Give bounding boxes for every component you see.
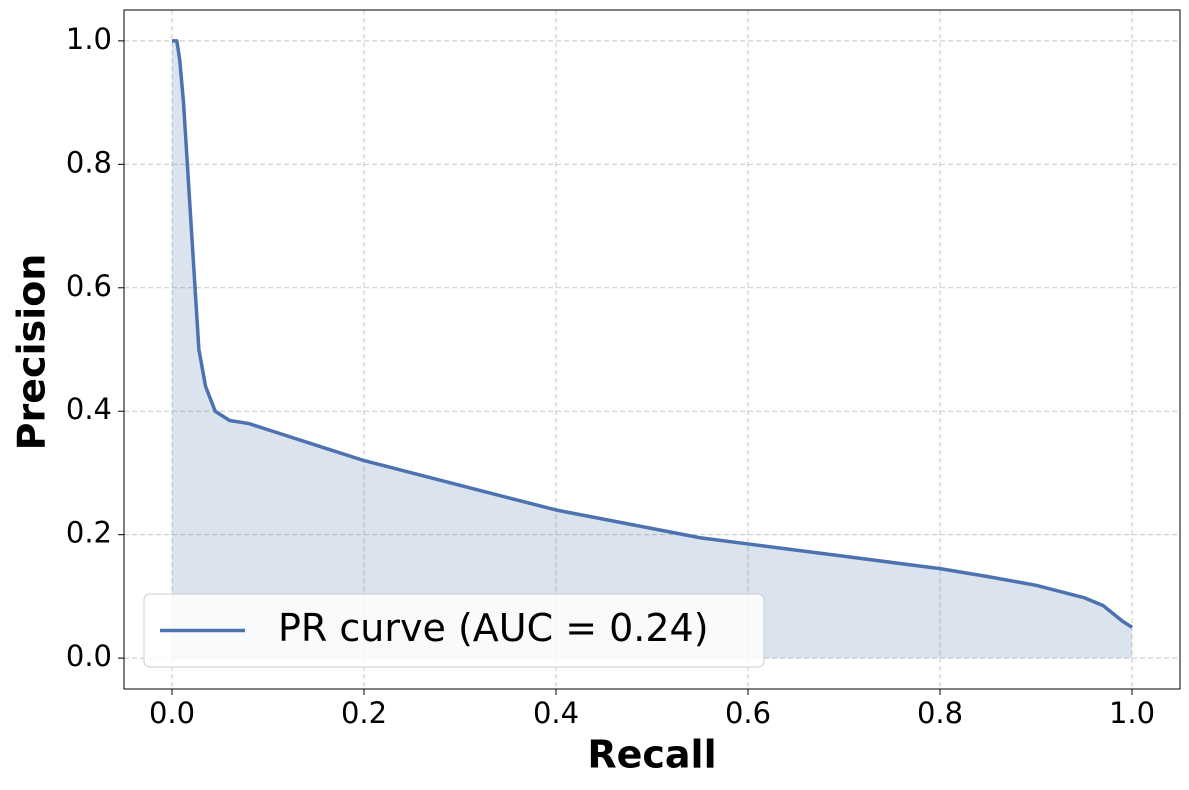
- y-axis-label: Precision: [10, 254, 54, 451]
- x-tick-label: 0.0: [149, 696, 195, 730]
- y-tick-label: 0.8: [66, 145, 112, 179]
- y-tick-label: 0.2: [66, 516, 112, 550]
- line: [172, 39, 1133, 629]
- x-tick-label: 0.8: [917, 696, 963, 730]
- x-tick-label: 1.0: [1109, 696, 1155, 730]
- y-tick-label: 0.4: [66, 392, 112, 426]
- area: [172, 40, 1132, 659]
- y-tick-label: 0.6: [66, 269, 112, 303]
- legend-box: [143, 593, 765, 668]
- x-tick-label: 0.2: [341, 696, 387, 730]
- x-axis-label: Recall: [587, 733, 716, 777]
- plot-frame: [123, 9, 1181, 690]
- x-tick-label: 0.4: [533, 696, 579, 730]
- legend-label: PR curve (AUC = 0.24): [278, 606, 709, 650]
- y-tick-label: 1.0: [66, 22, 112, 56]
- x-tick-label: 0.6: [725, 696, 771, 730]
- y-tick-label: 0.0: [66, 639, 112, 673]
